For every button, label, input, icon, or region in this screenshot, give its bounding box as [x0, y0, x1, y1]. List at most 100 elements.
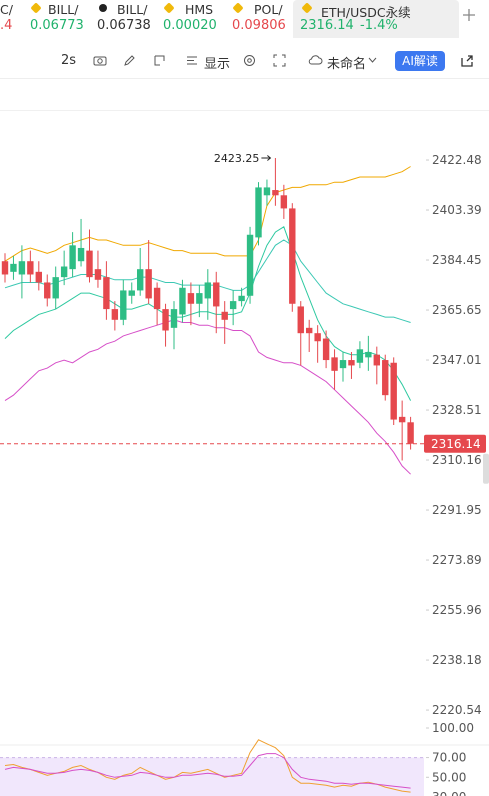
- candle-body: [1, 261, 9, 275]
- draw-icon[interactable]: [123, 54, 136, 67]
- y-tick-label: 2365.65: [432, 303, 482, 317]
- candle-body: [111, 309, 119, 320]
- band: [0, 757, 424, 796]
- candle-body: [238, 295, 245, 302]
- candle-body: [44, 282, 51, 299]
- candle-body: [390, 362, 397, 420]
- candle-body: [306, 327, 313, 334]
- add-tab[interactable]: [462, 8, 476, 22]
- candle-body: [196, 293, 203, 304]
- fullscreen-icon[interactable]: [273, 54, 286, 67]
- oscillator-line: [4, 753, 411, 789]
- indicator-line: [4, 166, 411, 262]
- candle-body: [407, 422, 414, 444]
- candle-body: [60, 266, 68, 278]
- candle-body: [280, 195, 288, 209]
- y-tick-label: 2220.54: [432, 703, 482, 717]
- tab-symbol: POL/: [254, 2, 283, 17]
- layout-icon[interactable]: [153, 54, 166, 67]
- side-handle: [483, 453, 489, 484]
- candle-body: [52, 277, 59, 299]
- y-tick-label: 100.00: [432, 721, 474, 735]
- candle-body: [373, 354, 380, 366]
- candle-body: [187, 293, 195, 304]
- candle-body: [272, 190, 279, 196]
- candle-body: [213, 282, 220, 307]
- candle-body: [128, 290, 135, 296]
- candle-body: [103, 277, 110, 310]
- candle-body: [18, 261, 26, 275]
- candle-body: [314, 333, 321, 342]
- candle-body: [153, 287, 161, 310]
- tab[interactable]: BILL/ 0.06773: [30, 0, 94, 38]
- candle-body: [297, 306, 304, 334]
- candle-body: [221, 311, 228, 320]
- display-button[interactable]: 显示: [204, 57, 231, 72]
- tab-symbol: BILL/: [48, 2, 79, 17]
- y-tick-label: 2291.95: [432, 503, 482, 517]
- candle-body: [398, 416, 406, 423]
- candle-body: [120, 290, 127, 320]
- y-tick-label: 2310.16: [432, 453, 482, 467]
- y-tick-label: 2273.89: [432, 553, 482, 567]
- tab-symbol: C/: [0, 2, 13, 17]
- candle-body: [246, 234, 254, 296]
- tab-price: .4: [0, 18, 13, 33]
- tab-active[interactable]: ETH/USDC永续 2316.14 -1.4%: [293, 0, 459, 38]
- y-tick-label: 2255.96: [432, 603, 482, 617]
- y-tick-label: 2347.01: [432, 353, 482, 367]
- candle-body: [86, 250, 93, 278]
- tab-symbol: BILL/: [117, 2, 148, 17]
- tab-symbol: ETH/USDC永续: [321, 5, 411, 20]
- high-arrow: [261, 155, 272, 161]
- candle-body: [229, 301, 237, 310]
- layout-name[interactable]: 未命名: [327, 57, 367, 72]
- tab-symbol: HMS: [185, 2, 214, 17]
- candle-body: [69, 245, 76, 270]
- candle-body: [382, 360, 389, 396]
- tab-price: 0.09806: [232, 18, 286, 33]
- high-label: 2423.25: [214, 152, 260, 165]
- candle-body: [137, 269, 144, 291]
- y-tick-label: 2328.51: [432, 403, 482, 417]
- tab-price: 0.06773: [30, 18, 84, 33]
- share-icon[interactable]: [460, 54, 474, 67]
- cloud-icon[interactable]: [308, 54, 323, 66]
- tab[interactable]: POL/ 0.09806: [232, 0, 290, 38]
- divider: [0, 110, 489, 111]
- y-tick-label: 70.00: [432, 751, 466, 765]
- indicator-icon[interactable]: [186, 55, 198, 66]
- tab[interactable]: BILL/ 0.06738: [97, 0, 161, 38]
- candle-body: [365, 351, 372, 358]
- candle-body: [162, 309, 169, 331]
- candle-body: [348, 360, 355, 366]
- candle-body: [339, 360, 347, 369]
- ai-button[interactable]: AI解读: [395, 51, 445, 71]
- candle-body: [204, 282, 211, 299]
- candle-body: [35, 271, 42, 283]
- settings-icon[interactable]: [243, 54, 256, 67]
- y-tick-label: 2403.39: [432, 203, 482, 217]
- candle-body: [145, 269, 152, 299]
- y-tick-label: 2238.18: [432, 653, 482, 667]
- candle-body: [94, 269, 102, 280]
- tab[interactable]: C/ .4: [0, 0, 28, 38]
- y-tick-label: 30.00: [432, 790, 466, 796]
- tab[interactable]: HMS 0.00020: [163, 0, 229, 38]
- candle-body: [289, 208, 296, 304]
- tab-change: -1.4%: [360, 18, 398, 33]
- y-tick-label: 50.00: [432, 770, 466, 784]
- last-price-label: 2316.14: [431, 437, 481, 451]
- dropdown-icon[interactable]: [368, 57, 377, 63]
- interval[interactable]: 2s: [61, 53, 77, 68]
- candle-body: [356, 349, 364, 363]
- candle-body: [170, 309, 178, 328]
- toolbar: 2s 显示 未命名 AI解读: [0, 44, 489, 79]
- y-tick-label: 2384.45: [432, 253, 482, 267]
- tab-price: 0.00020: [163, 18, 217, 33]
- last-price-box: [424, 434, 486, 453]
- candle-body: [179, 287, 186, 315]
- camera-icon[interactable]: [93, 54, 107, 66]
- candle-body: [263, 187, 271, 196]
